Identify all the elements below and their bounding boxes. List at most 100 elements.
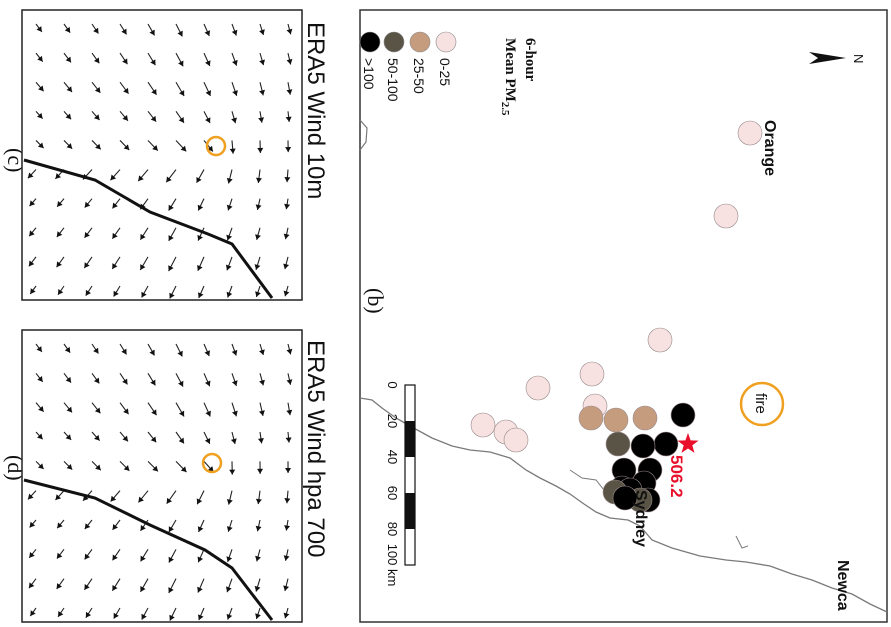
wind-arrowhead [205,60,211,67]
place-newcastle: Newca [834,560,851,611]
wind-arrowhead [94,407,101,414]
wind-arrowhead [259,59,265,66]
wind-arrowhead [169,614,175,621]
wind-arrowhead [226,526,233,532]
fire-label: fire [752,393,769,414]
wind-arrowhead [110,495,117,502]
wind-arrowhead [168,556,174,563]
wind-arrowhead [57,522,63,529]
wind-arrowhead [231,380,238,386]
legend-label: >100 [361,58,377,90]
wind-arrowhead [197,586,203,593]
wind-arrowhead [140,233,146,240]
wind-arrowhead [29,200,36,207]
wind-arrowhead [151,409,157,416]
place-orange: Orange [761,120,778,176]
wind-arrowhead [284,525,291,531]
wind-arrowhead [259,29,265,35]
wind-arrowhead [255,525,262,532]
wind-arrowhead [56,231,63,237]
wind-arrowhead [284,203,291,210]
wind-arrowhead [37,55,43,62]
wind-arrowhead [140,586,146,592]
wind-arrowhead [254,585,261,592]
wind-arrowhead [85,611,92,618]
panel-b-frame [359,9,888,623]
wind-arrowhead [286,379,293,385]
wind-arrowhead [38,405,44,412]
wind-arrowhead [169,292,175,299]
scale-tick-label: 40 [385,450,400,464]
panel-d-fire-ring [201,452,223,474]
wind-arrowhead [152,144,158,151]
station-marker [713,203,739,229]
wind-arrowhead [258,410,265,416]
wind-arrowhead [123,465,130,471]
legend-swatch [359,31,381,53]
wind-arrowhead [286,348,293,355]
max-value-label: 506.2 [667,455,686,498]
wind-arrowhead [64,346,71,353]
wind-arrowhead [37,112,43,119]
wind-arrowhead [37,433,43,440]
wind-arrowhead [36,346,42,352]
wind-arrowhead [84,523,91,529]
wind-arrowhead [140,525,146,531]
scale-tick-label: 80 [385,522,400,536]
wind-arrowhead [112,263,118,269]
legend-swatch [383,31,405,53]
station-marker [525,375,551,401]
wind-arrowhead [113,612,119,619]
wind-arrowhead [29,552,35,558]
wind-arrowhead [64,26,71,33]
wind-arrowhead [285,116,292,122]
panel-d-title: ERA5 Wind hpa 700 [302,340,329,557]
wind-arrowhead [231,29,238,36]
wind-arrowhead [284,176,291,183]
wind-arrowhead [204,350,211,357]
wind-arrowhead [93,27,99,34]
wind-arrowhead [56,583,62,589]
station-marker [653,431,679,457]
wind-arrowhead [168,235,174,241]
wind-arrowhead [94,114,100,120]
wind-arrowhead [198,614,204,621]
wind-arrowhead [258,117,265,123]
wind-arrowhead [179,90,185,97]
wind-arrowhead [257,468,264,474]
wind-arrowhead [94,434,100,441]
wind-arrowhead [205,117,211,124]
wind-arrowhead [84,201,91,208]
north-label: N [851,54,866,63]
stations-layer [470,120,763,513]
estuary-line-2 [735,535,749,549]
wind-arrowhead [177,350,183,357]
wind-arrowhead [110,174,117,181]
scale-tick-label: 100 km [385,544,400,587]
wind-arrowhead [95,143,101,150]
wind-arrowhead [152,465,158,472]
wind-arrowhead [259,349,265,355]
station-marker [670,402,696,428]
wind-arrowhead [232,90,238,96]
scale-tick-label: 20 [385,414,400,428]
wind-arrowhead [122,378,128,385]
fire-ring [739,381,785,427]
wind-arrowhead [231,117,237,124]
station-marker [632,405,658,431]
wind-arrowhead [178,380,184,387]
wind-arrowhead [150,59,156,66]
scale-seg-2 [405,493,415,529]
panel-d-coastline [23,478,274,621]
panel-d-wind-field [21,329,303,623]
wind-arrowhead [285,437,292,443]
station-marker [578,405,604,431]
station-marker [605,431,631,457]
wind-arrowhead [27,493,34,500]
wind-arrowhead [255,498,262,505]
wind-arrowhead [122,58,128,65]
wind-arrowhead [286,89,293,95]
wind-arrowhead [30,610,36,617]
